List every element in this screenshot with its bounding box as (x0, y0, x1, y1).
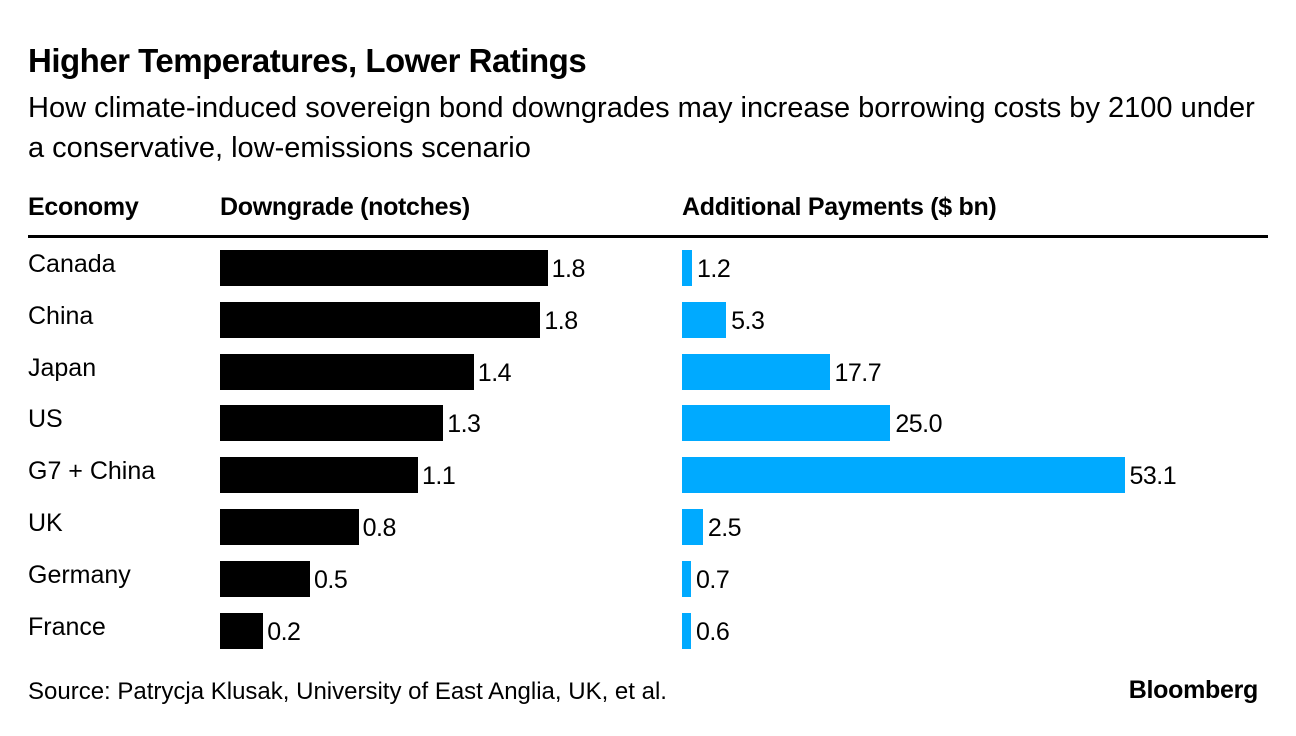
economy-label: France (28, 613, 106, 641)
downgrade-value-label: 0.2 (267, 618, 301, 646)
economy-label: Japan (28, 354, 97, 382)
payments-bar (682, 405, 891, 441)
source-note: Source: Patrycja Klusak, University of E… (28, 678, 667, 705)
downgrade-bar (220, 561, 310, 597)
economy-label: Canada (28, 250, 116, 278)
payments-header: Additional Payments ($ bn) (682, 193, 997, 221)
economy-label: G7 + China (28, 457, 156, 485)
payments-value-label: 0.7 (696, 566, 730, 594)
payments-value-label: 53.1 (1129, 462, 1177, 490)
payments-value-label: 5.3 (731, 307, 765, 335)
payments-bar (682, 509, 703, 545)
downgrade-bar (220, 302, 541, 338)
downgrade-value-label: 1.4 (477, 359, 512, 387)
chart-title: Higher Temperatures, Lower Ratings (28, 42, 587, 79)
bloomberg-logo: Bloomberg (1128, 676, 1259, 704)
downgrade-value-label: 0.5 (314, 566, 348, 594)
downgrade-header: Downgrade (notches) (220, 193, 470, 221)
economy-header: Economy (28, 193, 139, 221)
payments-bar (682, 613, 691, 649)
downgrade-bar (220, 250, 548, 286)
chart-subtitle: How climate-induced sovereign bond downg… (28, 92, 1255, 164)
economy-label: US (28, 405, 63, 433)
header-rule (28, 235, 1268, 238)
downgrade-bar (220, 405, 444, 441)
economy-label: UK (28, 509, 63, 537)
payments-bar (682, 457, 1125, 493)
payments-value-label: 25.0 (895, 410, 942, 438)
downgrade-value-label: 1.8 (551, 255, 586, 283)
downgrade-value-label: 1.8 (544, 307, 578, 335)
downgrade-value-label: 0.8 (362, 514, 397, 542)
payments-value-label: 1.2 (697, 255, 731, 283)
downgrade-bar (220, 509, 359, 545)
economy-label: Germany (28, 561, 131, 589)
downgrade-bar (220, 613, 264, 649)
downgrade-value-label: 1.1 (422, 462, 456, 490)
payments-value-label: 17.7 (834, 359, 882, 387)
payments-value-label: 2.5 (707, 514, 742, 542)
payments-value-label: 0.6 (696, 618, 730, 646)
payments-bar (682, 250, 692, 286)
payments-bar (682, 561, 691, 597)
downgrade-bar (220, 457, 418, 493)
economy-label: China (28, 302, 94, 330)
payments-bar (682, 302, 727, 338)
downgrade-bar (220, 354, 474, 390)
payments-bar (682, 354, 830, 390)
downgrade-value-label: 1.3 (447, 410, 481, 438)
